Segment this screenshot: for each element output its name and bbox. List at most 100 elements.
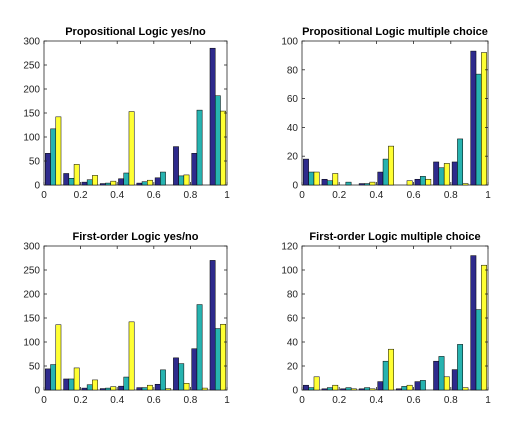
bar bbox=[128, 111, 135, 186]
x-tick-label: 1 bbox=[485, 190, 491, 201]
bar bbox=[332, 173, 339, 186]
bar bbox=[92, 379, 98, 391]
bar bbox=[63, 378, 70, 391]
x-tick-label: 0.6 bbox=[147, 190, 161, 201]
bar bbox=[73, 367, 80, 391]
x-tick-label: 0.4 bbox=[369, 190, 383, 201]
bar bbox=[457, 138, 464, 186]
bar bbox=[68, 178, 75, 186]
bar bbox=[173, 357, 179, 391]
bar bbox=[183, 383, 190, 391]
y-tick-label: 20 bbox=[287, 362, 299, 373]
chart-title: Propositional Logic multiple choice bbox=[302, 26, 488, 38]
bar bbox=[388, 145, 394, 186]
bar bbox=[160, 369, 166, 391]
bar bbox=[364, 183, 371, 186]
x-tick-label: 0.6 bbox=[407, 190, 421, 201]
y-tick-label: 60 bbox=[287, 94, 299, 105]
bar bbox=[475, 309, 482, 391]
bar bbox=[481, 52, 487, 186]
bar bbox=[462, 183, 469, 186]
x-tick-label: 1 bbox=[485, 395, 491, 406]
x-tick-label: 0.8 bbox=[444, 395, 458, 406]
bar bbox=[438, 356, 445, 391]
bar bbox=[369, 181, 376, 186]
bar bbox=[81, 387, 88, 391]
y-tick-label: 100 bbox=[23, 133, 40, 144]
bar bbox=[196, 304, 203, 391]
bar bbox=[321, 178, 328, 186]
bar bbox=[313, 171, 320, 186]
bar bbox=[308, 171, 315, 186]
bar bbox=[214, 328, 221, 391]
axes-box bbox=[301, 40, 489, 186]
bar bbox=[92, 175, 98, 186]
bar bbox=[105, 387, 111, 391]
bar bbox=[147, 384, 153, 391]
subplot-2: 0 0.2 0.4 0.6 0.8 1 0 20 40 60 80 100 Propositional … bbox=[281, 26, 491, 201]
bar bbox=[105, 182, 111, 186]
bar bbox=[63, 173, 70, 186]
bar bbox=[50, 364, 57, 391]
bar bbox=[358, 388, 365, 391]
bar bbox=[220, 323, 226, 391]
bar bbox=[388, 348, 394, 391]
chart-title: First-order Logic yes/no bbox=[73, 231, 199, 243]
bar bbox=[406, 384, 413, 391]
bar bbox=[425, 178, 432, 186]
x-tick-label: 0.6 bbox=[147, 395, 161, 406]
bar bbox=[438, 167, 445, 186]
bar bbox=[118, 385, 124, 391]
bar bbox=[201, 387, 208, 391]
y-tick-label: 20 bbox=[287, 152, 299, 163]
subplot-1: 0 0.2 0.4 0.6 0.8 1 0 50 100 150 200 250 300 Proposit… bbox=[23, 26, 230, 201]
bar bbox=[191, 153, 198, 186]
x-tick-label: 0.8 bbox=[183, 190, 197, 201]
bar bbox=[136, 387, 143, 391]
bar bbox=[443, 376, 450, 391]
bar bbox=[136, 182, 143, 186]
y-tick-label: 0 bbox=[34, 386, 40, 397]
bar bbox=[220, 110, 226, 186]
bar bbox=[313, 376, 320, 391]
y-tick-label: 80 bbox=[287, 290, 299, 301]
bar bbox=[475, 73, 482, 186]
bar bbox=[118, 178, 124, 186]
y-tick-label: 300 bbox=[23, 242, 40, 253]
bar bbox=[86, 179, 93, 186]
bar bbox=[214, 95, 221, 186]
bar bbox=[99, 183, 106, 186]
bar bbox=[321, 388, 328, 391]
y-tick-label: 150 bbox=[23, 314, 40, 325]
bar bbox=[358, 183, 365, 186]
bar bbox=[364, 387, 371, 391]
x-tick-label: 0.4 bbox=[110, 190, 124, 201]
y-tick-label: 50 bbox=[29, 157, 41, 168]
bar bbox=[345, 181, 352, 186]
y-tick-label: 100 bbox=[281, 266, 298, 277]
bar bbox=[419, 176, 426, 186]
bar bbox=[209, 47, 216, 186]
bar bbox=[55, 116, 62, 186]
bar bbox=[451, 369, 458, 391]
bar bbox=[382, 158, 389, 186]
x-tick-label: 0.2 bbox=[332, 190, 346, 201]
x-tick-label: 0 bbox=[299, 395, 305, 406]
bar bbox=[196, 109, 203, 186]
bar bbox=[443, 163, 450, 186]
bar bbox=[303, 384, 309, 391]
bar bbox=[147, 179, 153, 186]
y-tick-label: 40 bbox=[287, 338, 299, 349]
x-tick-label: 0.6 bbox=[407, 395, 421, 406]
x-tick-label: 0.4 bbox=[110, 395, 124, 406]
bar bbox=[369, 388, 376, 391]
bar bbox=[414, 381, 421, 391]
bar bbox=[110, 386, 117, 391]
y-tick-label: 250 bbox=[23, 266, 40, 277]
subplot-4: 0 0.2 0.4 0.6 0.8 1 0 20 40 60 80 100 120 First-order… bbox=[281, 231, 491, 406]
bar bbox=[178, 175, 185, 186]
bar bbox=[154, 177, 161, 186]
bar bbox=[470, 255, 477, 391]
bar bbox=[326, 387, 333, 391]
x-tick-label: 0.8 bbox=[183, 395, 197, 406]
